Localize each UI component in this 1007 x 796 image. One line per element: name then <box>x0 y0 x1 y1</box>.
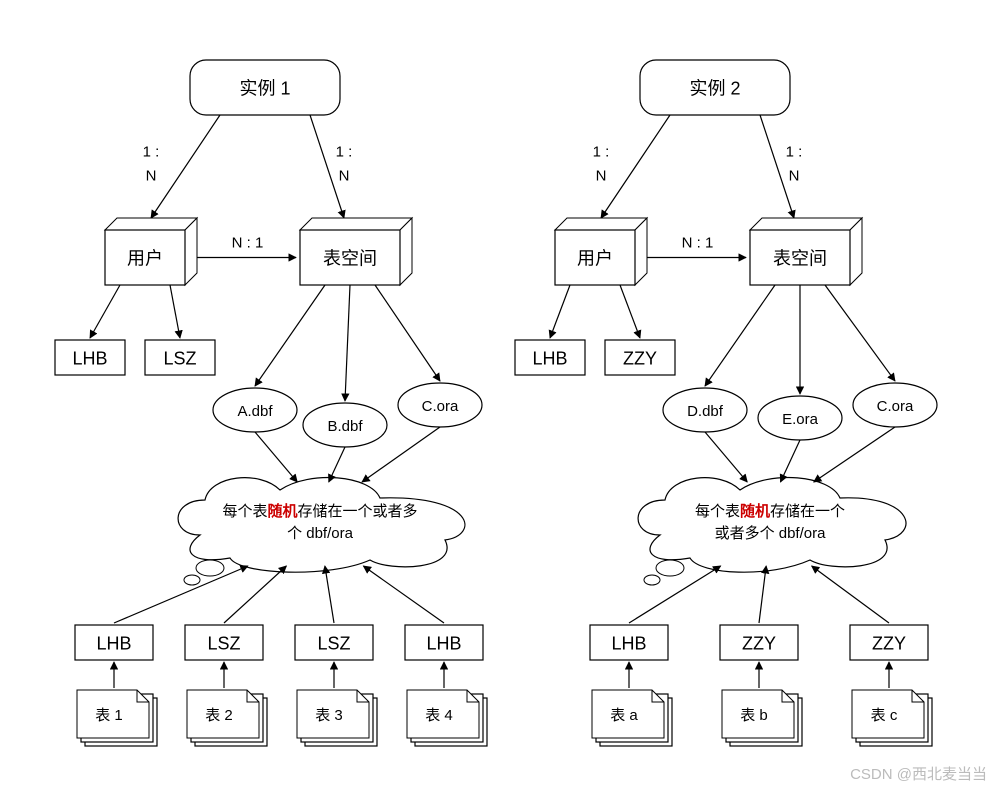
svg-text:LSZ: LSZ <box>207 633 240 653</box>
svg-text:LHB: LHB <box>532 348 567 368</box>
svg-text:N: N <box>339 167 350 184</box>
svg-text:每个表随机存储在一个或者多: 每个表随机存储在一个或者多 <box>222 502 417 520</box>
svg-text:或者多个 dbf/ora: 或者多个 dbf/ora <box>715 525 827 542</box>
svg-text:E.ora: E.ora <box>782 411 819 428</box>
svg-text:用户: 用户 <box>577 248 613 268</box>
svg-text:C.ora: C.ora <box>422 398 459 415</box>
svg-text:表 3: 表 3 <box>315 707 343 724</box>
svg-text:表 b: 表 b <box>740 707 768 724</box>
svg-text:ZZY: ZZY <box>742 633 776 653</box>
svg-text:N : 1: N : 1 <box>232 234 264 251</box>
svg-text:表 4: 表 4 <box>425 707 453 724</box>
svg-text:表 1: 表 1 <box>95 707 123 724</box>
svg-text:N: N <box>596 167 607 184</box>
svg-text:表空间: 表空间 <box>773 248 827 268</box>
svg-text:LHB: LHB <box>426 633 461 653</box>
svg-text:实例 1: 实例 1 <box>239 78 290 98</box>
watermark: CSDN @西北麦当当 <box>850 763 987 784</box>
svg-text:1 :: 1 : <box>143 143 160 160</box>
svg-text:LSZ: LSZ <box>163 348 196 368</box>
svg-text:ZZY: ZZY <box>872 633 906 653</box>
svg-text:每个表随机存储在一个: 每个表随机存储在一个 <box>695 502 845 520</box>
svg-text:B.dbf: B.dbf <box>327 418 363 435</box>
svg-text:表 c: 表 c <box>871 707 898 724</box>
svg-text:N : 1: N : 1 <box>682 234 714 251</box>
svg-text:C.ora: C.ora <box>877 398 914 415</box>
svg-text:用户: 用户 <box>127 248 163 268</box>
svg-text:1 :: 1 : <box>786 143 803 160</box>
svg-text:LHB: LHB <box>611 633 646 653</box>
svg-text:ZZY: ZZY <box>623 348 657 368</box>
svg-text:个 dbf/ora: 个 dbf/ora <box>287 525 354 542</box>
svg-text:LHB: LHB <box>72 348 107 368</box>
svg-text:1 :: 1 : <box>593 143 610 160</box>
svg-text:实例 2: 实例 2 <box>689 78 740 98</box>
svg-text:A.dbf: A.dbf <box>237 403 273 420</box>
svg-text:表 2: 表 2 <box>205 707 233 724</box>
svg-text:N: N <box>789 167 800 184</box>
svg-text:LHB: LHB <box>96 633 131 653</box>
svg-text:表 a: 表 a <box>610 707 638 724</box>
svg-text:LSZ: LSZ <box>317 633 350 653</box>
svg-text:N: N <box>146 167 157 184</box>
svg-text:D.dbf: D.dbf <box>687 403 724 420</box>
svg-text:表空间: 表空间 <box>323 248 377 268</box>
svg-text:1 :: 1 : <box>336 143 353 160</box>
